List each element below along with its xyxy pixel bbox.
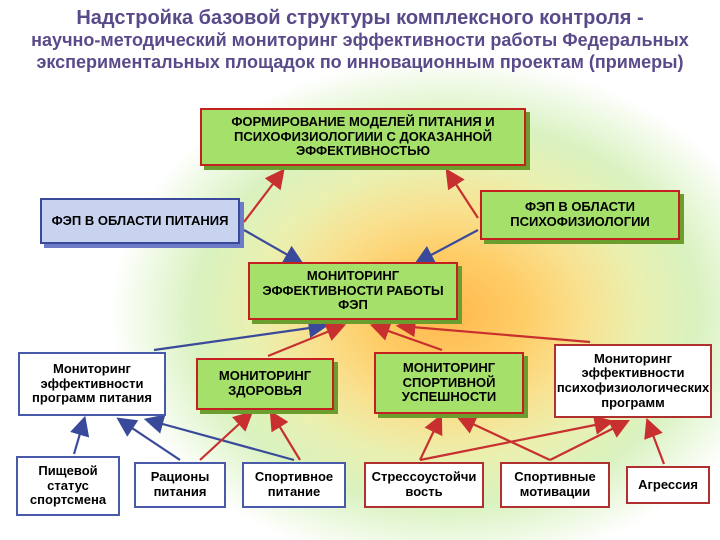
- arrow-15: [648, 422, 664, 464]
- box-top_center: ФОРМИРОВАНИЕ МОДЕЛЕЙ ПИТАНИЯ И ПСИХОФИЗИ…: [200, 108, 526, 166]
- arrow-0: [244, 172, 282, 222]
- arrow-11: [200, 414, 250, 460]
- arrow-8: [74, 420, 84, 454]
- box-row4_4: Стрессоустойчи вость: [364, 462, 484, 508]
- box-row4_1: Пищевой статус спортсмена: [16, 456, 120, 516]
- arrow-13: [420, 422, 610, 460]
- box-row4_2: Рационы питания: [134, 462, 226, 508]
- arrow-6: [374, 326, 442, 350]
- box-right_fep: ФЭП В ОБЛАСТИ ПСИХОФИЗИОЛОГИИ: [480, 190, 680, 240]
- arrow-14: [550, 422, 626, 460]
- box-left_fep: ФЭП В ОБЛАСТИ ПИТАНИЯ: [40, 198, 240, 244]
- arrow-16: [420, 418, 440, 460]
- arrow-7: [400, 326, 590, 342]
- title-line-2: научно-методический мониторинг эффективн…: [14, 30, 706, 52]
- box-row3_4: Мониторинг эффективности психофизиологич…: [554, 344, 712, 418]
- title-line-3: экспериментальных площадок по инновацион…: [14, 52, 706, 74]
- arrow-12: [272, 414, 300, 460]
- box-row4_6: Агрессия: [626, 466, 710, 504]
- arrow-1: [448, 172, 478, 218]
- arrow-4: [154, 326, 324, 350]
- title-line-1: Надстройка базовой структуры комплексног…: [14, 6, 706, 30]
- box-row4_3: Спортивное питание: [242, 462, 346, 508]
- arrow-5: [268, 326, 342, 356]
- box-row3_3: МОНИТОРИНГ СПОРТИВНОЙ УСПЕШНОСТИ: [374, 352, 524, 414]
- box-row4_5: Спортивные мотивации: [500, 462, 610, 508]
- box-row3_2: МОНИТОРИНГ ЗДОРОВЬЯ: [196, 358, 334, 410]
- arrow-17: [460, 418, 550, 460]
- box-row3_1: Мониторинг эффективности программ питани…: [18, 352, 166, 416]
- arrow-10: [148, 420, 294, 460]
- box-mid_center: МОНИТОРИНГ ЭФФЕКТИВНОСТИ РАБОТЫ ФЭП: [248, 262, 458, 320]
- arrow-2: [244, 230, 300, 262]
- diagram-title: Надстройка базовой структуры комплексног…: [0, 0, 720, 82]
- arrow-3: [418, 230, 478, 262]
- arrow-9: [120, 420, 180, 460]
